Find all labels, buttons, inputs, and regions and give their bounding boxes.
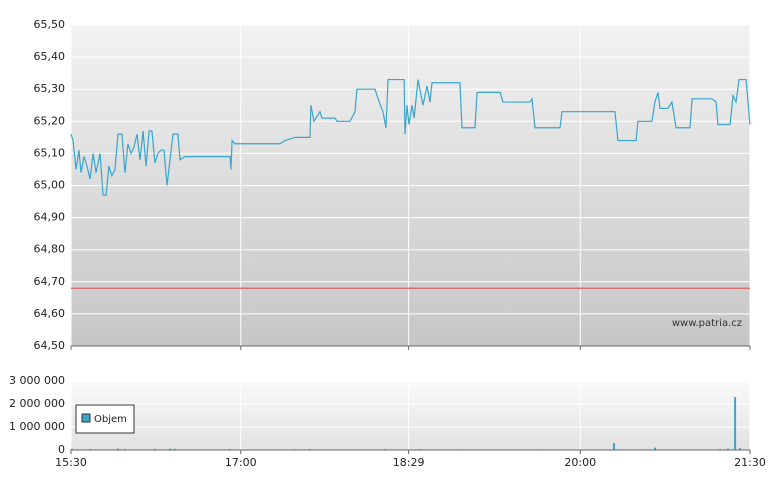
volume-plot-area	[71, 381, 750, 450]
y-tick-label: 3 000 000	[9, 374, 65, 387]
x-tick-label: 20:00	[564, 456, 596, 469]
volume-bar	[734, 397, 737, 450]
y-tick-label: 1 000 000	[9, 420, 65, 433]
volume-bar	[726, 448, 729, 450]
y-tick-label: 64,50	[34, 339, 66, 352]
volume-bar	[153, 448, 156, 450]
watermark: www.patria.cz	[672, 318, 742, 329]
y-tick-label: 64,60	[34, 307, 66, 320]
y-tick-label: 65,20	[34, 114, 66, 127]
volume-bar	[169, 448, 172, 450]
x-tick-label: 21:30	[734, 456, 766, 469]
x-tick-label: 18:29	[393, 456, 425, 469]
price-line	[70, 78, 751, 196]
y-tick-label: 2 000 000	[9, 397, 65, 410]
y-tick-label: 64,80	[34, 243, 66, 256]
y-tick-label: 64,90	[34, 211, 66, 224]
legend-label: Objem	[94, 414, 127, 425]
volume-bar	[173, 448, 176, 450]
volume-bar	[653, 447, 656, 450]
y-tick-label: 0	[58, 443, 65, 456]
x-tick-label: 15:30	[55, 456, 87, 469]
legend-swatch	[81, 413, 91, 423]
y-tick-label: 65,10	[34, 146, 66, 159]
y-tick-label: 65,30	[34, 82, 66, 95]
volume-bar	[116, 448, 119, 450]
y-tick-label: 65,00	[34, 179, 66, 192]
volume-bar	[613, 443, 616, 450]
y-tick-label: 65,50	[34, 18, 66, 31]
y-tick-label: 65,40	[34, 50, 66, 63]
volume-bar	[739, 448, 742, 450]
volume-bar	[70, 448, 73, 450]
x-tick-label: 17:00	[225, 456, 257, 469]
y-tick-label: 64,70	[34, 275, 66, 288]
